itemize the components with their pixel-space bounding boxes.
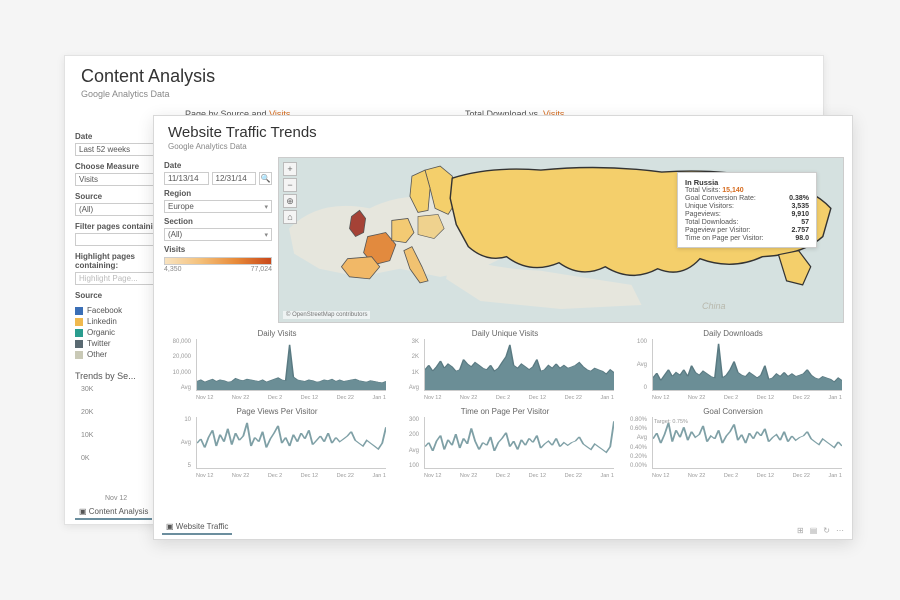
back-yaxis: 30K20K10K0K [81, 386, 93, 478]
chart-time-on-page-per-visitor: Time on Page Per Visitor 300200Avg100 No… [396, 407, 614, 479]
color-swatch [75, 351, 83, 359]
chart-title: Daily Downloads [624, 329, 842, 338]
tooltip-row: Pageview per Visitor:2.757 [685, 227, 809, 234]
chart-xaxis: Nov 12Nov 22Dec 2Dec 12Dec 22Jan 1 [196, 473, 386, 479]
region-label: Region [164, 189, 272, 198]
chart-daily-downloads: Daily Downloads 100Avg0 Nov 12Nov 22Dec … [624, 329, 842, 401]
chart-daily-unique-visits: Daily Unique Visits 3K2K1KAvg Nov 12Nov … [396, 329, 614, 401]
chart-xaxis: Nov 12Nov 22Dec 2Dec 12Dec 22Jan 1 [424, 395, 614, 401]
footer-icon[interactable]: ▤ [810, 526, 818, 535]
visits-color-legend [164, 257, 272, 265]
map-controls: + − ⊕ ⌂ [283, 162, 297, 226]
date-label: Date [164, 161, 272, 170]
legend-label: Organic [87, 328, 115, 337]
chart-plot[interactable] [424, 339, 614, 391]
region-select[interactable]: Europe▾ [164, 200, 272, 213]
charts-grid: Daily Visits 80,00020,00010,000Avg Nov 1… [154, 323, 852, 483]
tooltip-visits: Total Visits: 15,140 [685, 187, 809, 194]
map-area[interactable]: China + − ⊕ ⌂ © OpenStreetMap contributo… [278, 157, 844, 323]
chart-yaxis: 0.80%0.60%Avg0.40%0.20%0.00% [624, 417, 650, 469]
chevron-down-icon: ▾ [264, 231, 268, 239]
chart-xaxis: Nov 12Nov 22Dec 2Dec 12Dec 22Jan 1 [652, 395, 842, 401]
chart-title: Goal Conversion [624, 407, 842, 416]
footer-icon[interactable]: ↻ [823, 526, 830, 535]
chart-title: Page Views Per Visitor [168, 407, 386, 416]
chart-title: Time on Page Per Visitor [396, 407, 614, 416]
content-analysis-tab[interactable]: ▣ Content Analysis [75, 505, 152, 520]
chart-title: Daily Visits [168, 329, 386, 338]
tooltip-row: Unique Visitors:3,535 [685, 203, 809, 210]
svg-text:China: China [702, 301, 726, 311]
color-swatch [75, 329, 83, 337]
chart-xaxis: Nov 12Nov 22Dec 2Dec 12Dec 22Jan 1 [424, 473, 614, 479]
legend-label: Linkedin [87, 317, 117, 326]
chart-xaxis: Nov 12Nov 22Dec 2Dec 12Dec 22Jan 1 [652, 473, 842, 479]
footer-icon[interactable]: ⋯ [836, 526, 844, 535]
tooltip-row: Time on Page per Visitor:98.0 [685, 235, 809, 242]
front-footer-icons: ⊞ ▤ ↻ ⋯ [797, 526, 844, 535]
chart-daily-visits: Daily Visits 80,00020,00010,000Avg Nov 1… [168, 329, 386, 401]
tooltip-row: Total Downloads:57 [685, 219, 809, 226]
color-swatch [75, 340, 83, 348]
chart-title: Daily Unique Visits [396, 329, 614, 338]
map-tooltip: In Russia Total Visits: 15,140 Goal Conv… [677, 172, 817, 248]
section-label: Section [164, 217, 272, 226]
website-traffic-window: Website Traffic Trends Google Analytics … [153, 115, 853, 540]
zoom-in-button[interactable]: + [283, 162, 297, 176]
chart-goal-conversion: Goal Conversion 0.80%0.60%Avg0.40%0.20%0… [624, 407, 842, 479]
legend-label: Twitter [87, 339, 111, 348]
chart-page-views-per-visitor: Page Views Per Visitor 10Avg5 Nov 12Nov … [168, 407, 386, 479]
front-title: Website Traffic Trends [168, 124, 838, 141]
date-from-input[interactable]: 11/13/14 [164, 172, 209, 185]
front-header: Website Traffic Trends Google Analytics … [154, 116, 852, 153]
chart-yaxis: 80,00020,00010,000Avg [168, 339, 194, 391]
front-subtitle: Google Analytics Data [168, 142, 838, 151]
legend-label: Other [87, 350, 107, 359]
chevron-down-icon: ▾ [264, 203, 268, 211]
legend-label: Facebook [87, 306, 122, 315]
target-label: Target: 0.75% [654, 419, 688, 425]
chart-yaxis: 300200Avg100 [396, 417, 422, 469]
tooltip-row: Pageviews:9,910 [685, 211, 809, 218]
visits-label: Visits [164, 245, 272, 254]
tooltip-row: Goal Conversion Rate:0.38% [685, 195, 809, 202]
color-swatch [75, 307, 83, 315]
footer-icon[interactable]: ⊞ [797, 526, 804, 535]
tooltip-title: In Russia [685, 178, 809, 187]
back-title: Content Analysis [81, 66, 807, 87]
back-xaxis-start: Nov 12 [105, 495, 127, 502]
chart-plot[interactable] [652, 339, 842, 391]
visits-legend-labels: 4,35077,024 [164, 266, 272, 273]
date-to-input[interactable]: 12/31/14 [212, 172, 257, 185]
map-attribution: © OpenStreetMap contributors [283, 311, 370, 319]
trends-label: Trends by Se... [75, 371, 136, 381]
back-subtitle: Google Analytics Data [81, 89, 807, 99]
back-header: Content Analysis Google Analytics Data [65, 56, 823, 103]
front-sidebar: Date 11/13/14 12/31/14 🔍 Region Europe▾ … [164, 157, 272, 323]
website-traffic-tab[interactable]: ▣ Website Traffic [162, 520, 232, 535]
home-button[interactable]: ⌂ [283, 210, 297, 224]
chart-plot[interactable] [196, 339, 386, 391]
zoom-out-button[interactable]: − [283, 178, 297, 192]
chart-yaxis: 10Avg5 [168, 417, 194, 469]
color-swatch [75, 318, 83, 326]
search-icon[interactable]: 🔍 [259, 172, 272, 185]
section-select[interactable]: (All)▾ [164, 228, 272, 241]
chart-yaxis: 3K2K1KAvg [396, 339, 422, 391]
pan-button[interactable]: ⊕ [283, 194, 297, 208]
chart-yaxis: 100Avg0 [624, 339, 650, 391]
chart-plot[interactable] [424, 417, 614, 469]
chart-plot[interactable] [196, 417, 386, 469]
chart-xaxis: Nov 12Nov 22Dec 2Dec 12Dec 22Jan 1 [196, 395, 386, 401]
